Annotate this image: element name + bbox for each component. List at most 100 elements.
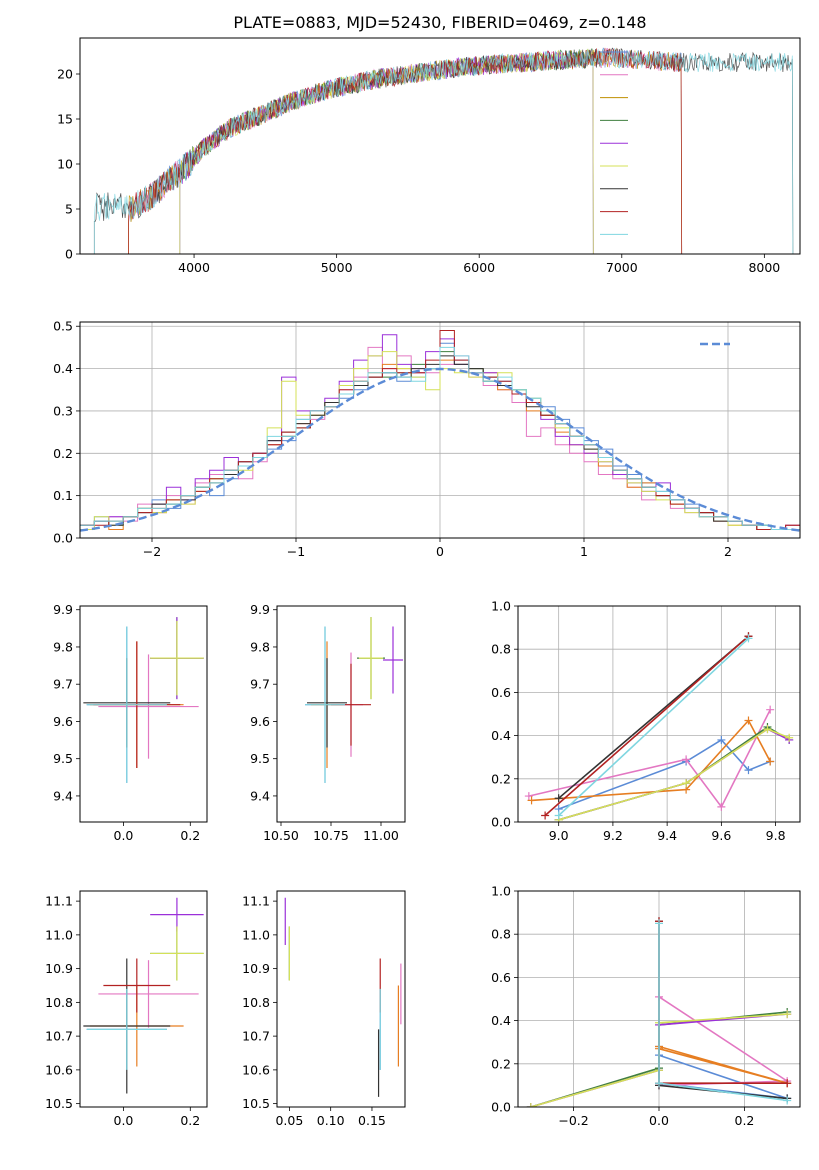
y-tick-label: 9.4 xyxy=(250,788,270,803)
x-tick-label: 10.50 xyxy=(263,828,299,843)
y-tick-label: 11.1 xyxy=(45,894,73,909)
x-tick-label: 7000 xyxy=(606,260,638,275)
panel-weight_vs_age: 9.0 9.2 9.4 9.6 9.8 0.0 0.2 0.4 0.6 0.8 1.0 xyxy=(491,599,801,843)
x-tick-label: 0 xyxy=(436,544,444,559)
weight-line xyxy=(528,709,771,809)
histogram-step xyxy=(80,346,800,530)
y-tick-label: 9.5 xyxy=(53,751,73,766)
y-tick-label: 10.7 xyxy=(242,1029,270,1044)
weight-marker xyxy=(682,755,691,764)
y-tick-label: 10.7 xyxy=(45,1029,73,1044)
y-tick-label: 0.6 xyxy=(491,685,511,700)
weight-marker xyxy=(763,725,772,734)
axes-frame xyxy=(79,890,208,1108)
y-tick-label: 0.2 xyxy=(491,1056,511,1071)
x-tick-label: 9.0 xyxy=(549,828,569,843)
axes-frame xyxy=(79,605,208,823)
weight-line xyxy=(658,996,790,1087)
y-tick-label: 9.9 xyxy=(250,602,270,617)
weight-marker xyxy=(783,1096,792,1105)
panel-age_vs_Z: 0.0 0.2 9.4 9.5 9.6 9.7 9.8 9.9 xyxy=(53,602,208,843)
axes-frame xyxy=(79,321,801,539)
y-tick-label: 9.9 xyxy=(53,602,73,617)
plot-area xyxy=(284,897,402,1097)
weight-marker xyxy=(717,802,726,811)
weight-marker xyxy=(554,794,563,803)
x-tick-label: 9.6 xyxy=(711,828,731,843)
x-tick-label: 0.0 xyxy=(114,828,134,843)
y-tick-label: 0.2 xyxy=(53,446,73,461)
y-tick-label: 1.0 xyxy=(491,599,511,614)
y-tick-label: 0.3 xyxy=(53,403,73,418)
normal-curve xyxy=(80,367,800,532)
plot-area xyxy=(83,897,204,1094)
weight-marker xyxy=(766,757,775,766)
panel-residuals: −2 −1 0 1 2 0.0 0.1 0.2 0.3 0.4 0.5 xyxy=(53,319,801,559)
weight-marker xyxy=(524,792,533,801)
weight-line xyxy=(531,719,771,802)
x-tick-label: 1 xyxy=(580,544,588,559)
x-tick-label: 9.2 xyxy=(603,828,623,843)
axes-frame xyxy=(517,605,801,823)
y-tick-label: 0.8 xyxy=(491,927,511,942)
weight-marker xyxy=(785,733,794,742)
plot-area xyxy=(80,330,800,532)
x-tick-label: 0.10 xyxy=(317,1113,345,1128)
panel-weight_vs_Z: −0.2 0.0 0.2 0.0 0.2 0.4 0.6 0.8 1.0 xyxy=(491,884,801,1128)
y-tick-label: 5 xyxy=(65,202,73,217)
x-tick-label: 9.4 xyxy=(657,828,677,843)
weight-marker xyxy=(744,766,753,775)
figure-title: PLATE=0883, MJD=52430, FIBERID=0469, z=0… xyxy=(233,13,646,32)
y-tick-label: 11.0 xyxy=(45,927,73,942)
y-tick-label: 0.4 xyxy=(53,361,73,376)
y-tick-label: 1.0 xyxy=(491,884,511,899)
y-tick-label: 0 xyxy=(65,247,73,262)
x-tick-label: 9.8 xyxy=(766,828,786,843)
x-tick-label: 0.0 xyxy=(114,1113,134,1128)
y-tick-label: 9.7 xyxy=(250,677,270,692)
y-tick-label: 0.1 xyxy=(53,488,73,503)
weight-marker xyxy=(682,779,691,788)
x-tick-label: −1 xyxy=(287,544,305,559)
weight-line xyxy=(658,921,788,1084)
axes-frame xyxy=(79,37,801,255)
y-tick-label: 9.4 xyxy=(53,788,73,803)
y-tick-label: 10 xyxy=(57,157,73,172)
y-tick-label: 0.4 xyxy=(491,728,511,743)
x-tick-label: 6000 xyxy=(463,260,495,275)
y-tick-label: 0.5 xyxy=(53,319,73,334)
weight-marker xyxy=(766,705,775,714)
y-tick-label: 9.5 xyxy=(250,751,270,766)
weight-line xyxy=(558,637,750,817)
panel-age_vs_mass: 10.50 10.75 11.00 9.4 9.5 9.6 9.7 9.8 9.9 xyxy=(250,602,406,843)
x-tick-label: 11.00 xyxy=(363,828,399,843)
x-tick-label: 10.75 xyxy=(313,828,349,843)
plot-area xyxy=(524,632,794,822)
x-tick-label: 2 xyxy=(724,544,732,559)
weight-marker xyxy=(655,919,663,928)
x-tick-label: 0.05 xyxy=(275,1113,303,1128)
weight-marker xyxy=(526,1103,535,1107)
weight-line xyxy=(558,728,790,821)
y-tick-label: 10.5 xyxy=(45,1096,73,1111)
y-tick-label: 10.9 xyxy=(45,961,73,976)
y-tick-label: 10.8 xyxy=(45,995,73,1010)
weight-marker xyxy=(527,796,536,805)
axes-frame xyxy=(517,890,801,1108)
x-tick-label: 0.2 xyxy=(180,828,200,843)
y-tick-label: 11.0 xyxy=(242,927,270,942)
x-tick-label: −0.2 xyxy=(558,1113,588,1128)
weight-marker xyxy=(717,735,726,744)
panel-mass_vs_ebv: 0.05 0.10 0.15 10.5 10.6 10.7 10.8 10.9 11.0 11.1 xyxy=(242,890,406,1128)
panel-spectrum: 4000 5000 6000 7000 8000 0 5 10 15 20 xyxy=(57,37,801,275)
weight-marker xyxy=(541,811,550,820)
axes-frame xyxy=(276,890,406,1108)
y-tick-label: 9.8 xyxy=(250,639,270,654)
y-tick-label: 10.6 xyxy=(45,1062,73,1077)
x-tick-label: 0.15 xyxy=(358,1113,386,1128)
weight-marker xyxy=(744,634,753,643)
y-tick-label: 0.0 xyxy=(491,815,511,830)
x-tick-label: 8000 xyxy=(748,260,780,275)
y-tick-label: 20 xyxy=(57,67,73,82)
